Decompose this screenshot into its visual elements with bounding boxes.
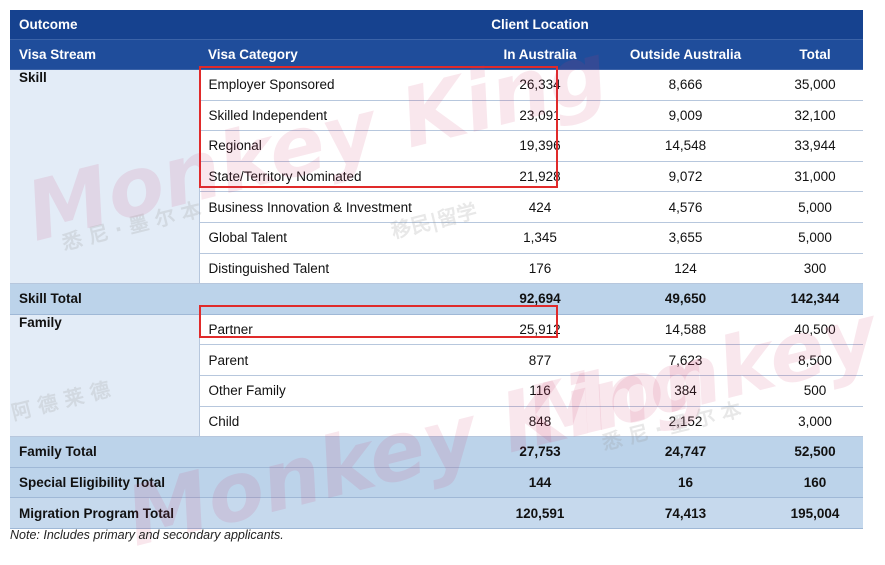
outside-australia-cell: 49,650 [604,283,767,315]
special-eligibility-label: Special Eligibility Total [10,467,476,499]
total-cell: 500 [767,375,864,407]
total-cell: 142,344 [767,283,864,315]
total-cell: 31,000 [767,161,864,193]
header-row-columns: Visa Stream Visa Category In Australia O… [10,39,864,70]
header-row-outcome: Outcome Client Location [10,10,864,40]
outside-australia-cell: 4,576 [604,191,767,223]
outside-australia-cell: 16 [604,467,767,499]
skill-total-label: Skill Total [10,283,476,315]
total-cell: 300 [767,253,864,285]
in-australia-cell: 1,345 [476,222,604,254]
table-row: Child 848 2,152 3,000 [10,406,864,438]
table-row: Distinguished Talent 176 124 300 [10,253,864,285]
total-cell: 32,100 [767,100,864,132]
total-cell: 160 [767,467,864,499]
in-australia-cell: 144 [476,467,604,499]
in-australia-cell: 19,396 [476,130,604,162]
category-cell: Global Talent [198,222,476,254]
total-cell: 52,500 [767,436,864,468]
total-cell: 33,944 [767,130,864,162]
total-cell: 195,004 [767,497,864,529]
in-australia-cell: 92,694 [476,283,604,315]
table-row: Regional 19,396 14,548 33,944 [10,130,864,162]
outside-australia-cell: 3,655 [604,222,767,254]
outside-australia-cell: 384 [604,375,767,407]
table-row: Skilled Independent 23,091 9,009 32,100 [10,100,864,132]
special-eligibility-total-row: Special Eligibility Total 144 16 160 [10,467,864,499]
stream-skill: Skill [10,69,199,285]
in-australia-cell: 848 [476,406,604,438]
family-total-label: Family Total [10,436,476,468]
in-australia-cell: 27,753 [476,436,604,468]
table-row: Parent 877 7,623 8,500 [10,344,864,376]
header-outside-australia: Outside Australia [604,39,767,70]
category-cell: Employer Sponsored [198,69,476,101]
in-australia-cell: 26,334 [476,69,604,101]
in-australia-cell: 877 [476,344,604,376]
table-row: Global Talent 1,345 3,655 5,000 [10,222,864,254]
header-total: Total [767,39,864,70]
stream-family: Family [10,314,199,438]
in-australia-cell: 21,928 [476,161,604,193]
in-australia-cell: 25,912 [476,314,604,346]
in-australia-cell: 116 [476,375,604,407]
total-cell: 3,000 [767,406,864,438]
outside-australia-cell: 2,152 [604,406,767,438]
category-cell: Skilled Independent [198,100,476,132]
skill-total-row: Skill Total 92,694 49,650 142,344 [10,283,864,315]
outside-australia-cell: 24,747 [604,436,767,468]
in-australia-cell: 424 [476,191,604,223]
category-cell: Distinguished Talent [198,253,476,285]
total-cell: 5,000 [767,191,864,223]
table-row: Family Partner 25,912 14,588 40,500 [10,314,864,438]
table-note: Note: Includes primary and secondary app… [10,528,284,542]
in-australia-cell: 176 [476,253,604,285]
table-row: Business Innovation & Investment 424 4,5… [10,191,864,223]
header-visa-stream: Visa Stream [10,39,199,70]
outside-australia-cell: 9,072 [604,161,767,193]
header-visa-category: Visa Category [199,39,476,70]
family-total-row: Family Total 27,753 24,747 52,500 [10,436,864,468]
in-australia-cell: 23,091 [476,100,604,132]
total-cell: 5,000 [767,222,864,254]
outside-australia-cell: 14,548 [604,130,767,162]
total-cell: 40,500 [767,314,864,346]
category-cell: Other Family [198,375,476,407]
category-cell: Partner [198,314,476,346]
migration-program-table: Outcome Client Location Visa Stream Visa… [10,10,864,529]
table-row: Skill Employer Sponsored 26,334 8,666 35… [10,69,864,285]
header-in-australia: In Australia [476,39,604,70]
category-cell: Business Innovation & Investment [198,191,476,223]
total-cell: 35,000 [767,69,864,101]
outside-australia-cell: 8,666 [604,69,767,101]
category-cell: Regional [198,130,476,162]
outside-australia-cell: 7,623 [604,344,767,376]
header-outcome: Outcome [10,10,199,40]
table-row: Other Family 116 384 500 [10,375,864,407]
outside-australia-cell: 74,413 [604,497,767,529]
outside-australia-cell: 14,588 [604,314,767,346]
category-cell: State/Territory Nominated [198,161,476,193]
migration-program-total-label: Migration Program Total [10,497,476,529]
category-cell: Child [198,406,476,438]
total-cell: 8,500 [767,344,864,376]
migration-program-total-row: Migration Program Total 120,591 74,413 1… [10,497,864,529]
outside-australia-cell: 9,009 [604,100,767,132]
category-cell: Parent [198,344,476,376]
outside-australia-cell: 124 [604,253,767,285]
in-australia-cell: 120,591 [476,497,604,529]
header-client-location: Client Location [476,10,864,40]
